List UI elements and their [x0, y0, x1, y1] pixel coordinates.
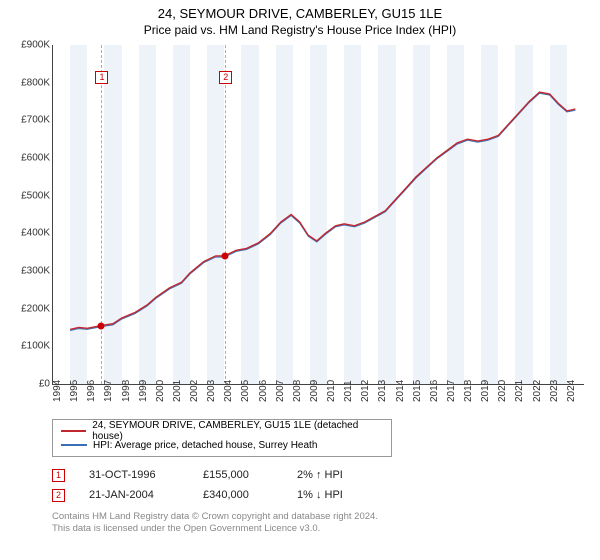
x-axis-label: 2024: [566, 380, 593, 402]
series-line: [70, 92, 575, 329]
sale-vs-hpi: 1% ↓ HPI: [297, 489, 377, 501]
y-axis-label: £400K: [12, 228, 50, 239]
legend-row: 24, SEYMOUR DRIVE, CAMBERLEY, GU15 1LE (…: [61, 424, 383, 438]
marker-box: 2: [219, 71, 232, 84]
sale-marker-ref: 1: [52, 469, 65, 482]
footnote-line: Contains HM Land Registry data © Crown c…: [52, 511, 588, 523]
sale-row: 1 31-OCT-1996 £155,000 2% ↑ HPI: [52, 465, 588, 485]
legend-swatch: [61, 444, 87, 446]
sale-date: 31-OCT-1996: [89, 469, 179, 481]
footnote-line: This data is licensed under the Open Gov…: [52, 523, 588, 535]
sale-price: £340,000: [203, 489, 273, 501]
chart-lines: [53, 45, 584, 384]
sales-rows: 1 31-OCT-1996 £155,000 2% ↑ HPI 2 21-JAN-2004…: [52, 465, 588, 505]
y-axis-label: £300K: [12, 266, 50, 277]
y-axis-label: £500K: [12, 190, 50, 201]
sale-row: 2 21-JAN-2004 £340,000 1% ↓ HPI: [52, 485, 588, 505]
sale-marker-ref: 2: [52, 489, 65, 502]
y-axis-label: £900K: [12, 40, 50, 51]
marker-dot: [222, 252, 229, 259]
marker-box: 1: [95, 71, 108, 84]
footnote: Contains HM Land Registry data © Crown c…: [52, 511, 588, 536]
y-axis-label: £0: [12, 379, 50, 390]
sale-date: 21-JAN-2004: [89, 489, 179, 501]
legend-label: HPI: Average price, detached house, Surr…: [93, 440, 317, 451]
y-axis-label: £700K: [12, 115, 50, 126]
sale-vs-hpi: 2% ↑ HPI: [297, 469, 377, 481]
sale-price: £155,000: [203, 469, 273, 481]
page-subtitle: Price paid vs. HM Land Registry's House …: [12, 23, 588, 37]
y-axis-label: £100K: [12, 341, 50, 352]
page-title: 24, SEYMOUR DRIVE, CAMBERLEY, GU15 1LE: [12, 6, 588, 21]
marker-dot: [98, 322, 105, 329]
chart: 12 £0£100K£200K£300K£400K£500K£600K£700K…: [12, 45, 588, 415]
plot-area: 12: [52, 45, 584, 385]
legend: 24, SEYMOUR DRIVE, CAMBERLEY, GU15 1LE (…: [52, 419, 392, 457]
y-axis-label: £800K: [12, 77, 50, 88]
y-axis-label: £600K: [12, 153, 50, 164]
y-axis-label: £200K: [12, 303, 50, 314]
legend-swatch: [61, 430, 86, 432]
series-line: [70, 93, 575, 330]
